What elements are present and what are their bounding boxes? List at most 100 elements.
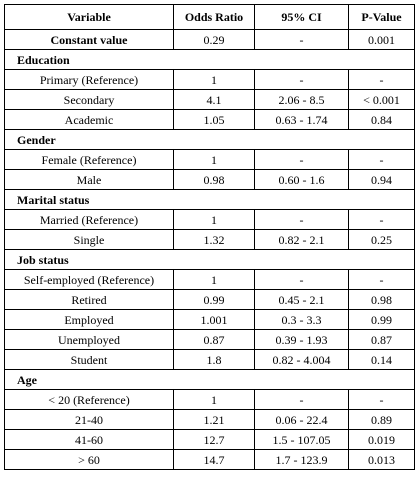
ci-cell: 0.39 - 1.93: [254, 329, 349, 350]
ci-cell: 0.82 - 4.004: [254, 349, 349, 370]
odds-ratio-cell: 1: [173, 209, 255, 230]
odds-ratio-cell: 0.98: [173, 169, 255, 190]
ci-cell: 1.7 - 123.9: [254, 449, 349, 470]
table-row: Student 1.8 0.82 - 4.004 0.14: [4, 349, 415, 370]
p-value-cell: 0.001: [348, 29, 415, 50]
p-value-cell: 0.89: [348, 409, 415, 430]
ci-cell: -: [254, 269, 349, 290]
section-title: Gender: [4, 129, 415, 150]
header-variable: Variable: [4, 4, 174, 30]
odds-ratio-cell: 0.99: [173, 289, 255, 310]
section-row: Gender: [4, 129, 415, 150]
table-row: Female (Reference) 1- -: [4, 149, 415, 170]
odds-ratio-cell: 0.29: [173, 29, 255, 50]
odds-ratio-cell: 1: [173, 389, 255, 410]
ci-cell: -: [254, 69, 349, 90]
ci-cell: 0.06 - 22.4: [254, 409, 349, 430]
header-odds-ratio: Odds Ratio: [173, 4, 255, 30]
row-label: Self-employed (Reference): [4, 269, 174, 290]
ci-cell: -: [254, 209, 349, 230]
table-container: Variable Odds Ratio 95% CI P-Value Const…: [4, 4, 415, 470]
table-row: Male 0.98 0.60 - 1.6 0.94: [4, 169, 415, 190]
odds-ratio-cell: 1.05: [173, 109, 255, 130]
table-body: Constant value 0.29 - 0.001 Education Pri…: [4, 29, 415, 470]
odds-ratio-cell: 14.7: [173, 449, 255, 470]
p-value-cell: 0.84: [348, 109, 415, 130]
p-value-cell: -: [348, 389, 415, 410]
p-value-cell: 0.013: [348, 449, 415, 470]
ci-cell: 1.5 - 107.05: [254, 429, 349, 450]
table-row: Academic 1.05 0.63 - 1.74 0.84: [4, 109, 415, 130]
odds-ratio-cell: 1.21: [173, 409, 255, 430]
odds-ratio-cell: 1.8: [173, 349, 255, 370]
odds-ratio-table: Variable Odds Ratio 95% CI P-Value Const…: [4, 4, 415, 470]
section-title: Marital status: [4, 189, 415, 210]
p-value-cell: 0.87: [348, 329, 415, 350]
row-label: Single: [4, 229, 174, 250]
table-row: Self-employed (Reference) 1- -: [4, 269, 415, 290]
table-row: Unemployed 0.87 0.39 - 1.93 0.87: [4, 329, 415, 350]
ci-cell: 0.3 - 3.3: [254, 309, 349, 330]
row-label: Male: [4, 169, 174, 190]
row-label: < 20 (Reference): [4, 389, 174, 410]
table-row: > 60 14.7 1.7 - 123.9 0.013: [4, 449, 415, 470]
row-label: Unemployed: [4, 329, 174, 350]
row-label: Married (Reference): [4, 209, 174, 230]
ci-cell: -: [254, 389, 349, 410]
p-value-cell: 0.019: [348, 429, 415, 450]
table-row: Secondary 4.1 2.06 - 8.5 < 0.001: [4, 89, 415, 110]
row-label: Retired: [4, 289, 174, 310]
table-row: 21-40 1.21 0.06 - 22.4 0.89: [4, 409, 415, 430]
row-label: Female (Reference): [4, 149, 174, 170]
p-value-cell: 0.98: [348, 289, 415, 310]
table-row: Retired 0.99 0.45 - 2.1 0.98: [4, 289, 415, 310]
row-label: 41-60: [4, 429, 174, 450]
header-ci: 95% CI: [254, 4, 349, 30]
odds-ratio-cell: 0.87: [173, 329, 255, 350]
odds-ratio-cell: 1: [173, 269, 255, 290]
table-row: Married (Reference) 1- -: [4, 209, 415, 230]
section-title: Age: [4, 369, 415, 390]
header-p-value: P-Value: [348, 4, 415, 30]
p-value-cell: 0.99: [348, 309, 415, 330]
table-row: Employed 1.001 0.3 - 3.3 0.99: [4, 309, 415, 330]
p-value-cell: < 0.001: [348, 89, 415, 110]
odds-ratio-cell: 1: [173, 69, 255, 90]
section-title: Job status: [4, 249, 415, 270]
table-row: Constant value 0.29 - 0.001: [4, 29, 415, 50]
p-value-cell: 0.14: [348, 349, 415, 370]
p-value-cell: -: [348, 269, 415, 290]
odds-ratio-cell: 1.32: [173, 229, 255, 250]
row-label: > 60: [4, 449, 174, 470]
p-value-cell: -: [348, 69, 415, 90]
odds-ratio-cell: 1.001: [173, 309, 255, 330]
odds-ratio-cell: 1: [173, 149, 255, 170]
ci-cell: 0.82 - 2.1: [254, 229, 349, 250]
p-value-cell: -: [348, 149, 415, 170]
header-row: Variable Odds Ratio 95% CI P-Value: [4, 4, 415, 30]
row-label: 21-40: [4, 409, 174, 430]
table-row: 41-60 12.7 1.5 - 107.05 0.019: [4, 429, 415, 450]
row-label: Student: [4, 349, 174, 370]
section-row: Age: [4, 369, 415, 390]
section-title: Education: [4, 49, 415, 70]
ci-cell: 0.60 - 1.6: [254, 169, 349, 190]
row-label: Primary (Reference): [4, 69, 174, 90]
section-row: Job status: [4, 249, 415, 270]
p-value-cell: -: [348, 209, 415, 230]
section-row: Education: [4, 49, 415, 70]
odds-ratio-cell: 12.7: [173, 429, 255, 450]
section-row: Marital status: [4, 189, 415, 210]
row-label: Constant value: [4, 29, 174, 50]
odds-ratio-cell: 4.1: [173, 89, 255, 110]
p-value-cell: 0.94: [348, 169, 415, 190]
ci-cell: -: [254, 149, 349, 170]
ci-cell: 0.63 - 1.74: [254, 109, 349, 130]
table-row: < 20 (Reference) 1- -: [4, 389, 415, 410]
p-value-cell: 0.25: [348, 229, 415, 250]
ci-cell: 0.45 - 2.1: [254, 289, 349, 310]
row-label: Secondary: [4, 89, 174, 110]
table-row: Single 1.32 0.82 - 2.1 0.25: [4, 229, 415, 250]
row-label: Academic: [4, 109, 174, 130]
ci-cell: 2.06 - 8.5: [254, 89, 349, 110]
